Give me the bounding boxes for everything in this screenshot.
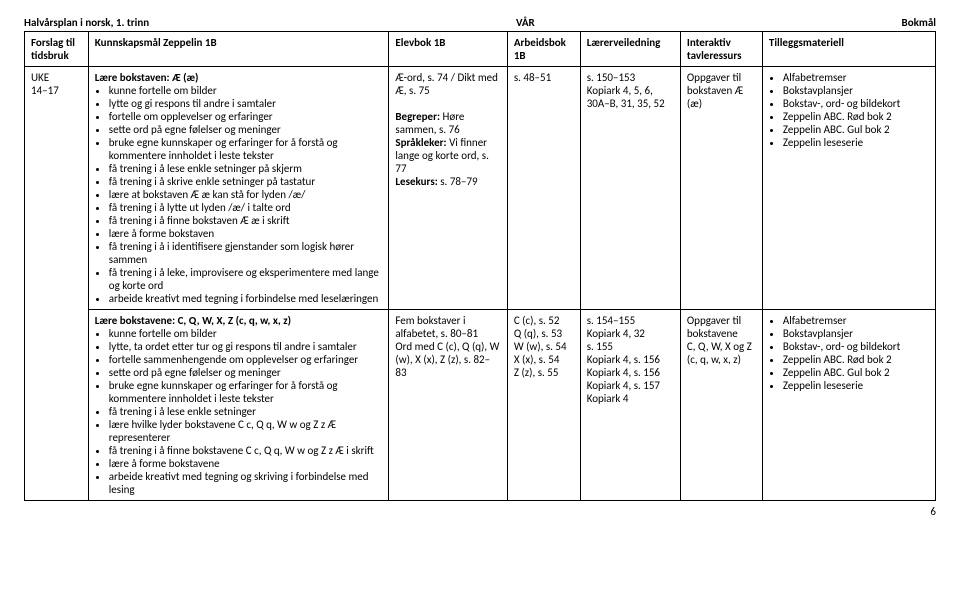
- lv-2-l5: Kopiark 4, s. 156: [587, 366, 674, 379]
- list-item: kunne fortelle om bilder: [109, 327, 383, 340]
- tillegg-2-list: Alfabetremser Bokstavplansjer Bokstav-, …: [783, 314, 929, 392]
- list-item: Zeppelin leseserie: [783, 136, 929, 149]
- list-item: arbeide kreativt med tegning i forbindel…: [109, 292, 383, 305]
- bullets-2: kunne fortelle om bilder lytte, ta ordet…: [109, 327, 383, 496]
- bullets-1: kunne fortelle om bilder lytte og gi res…: [109, 84, 383, 305]
- cell-tavle-1: Oppgaver til bokstaven Æ (æ): [680, 67, 762, 310]
- cell-tavle-2: Oppgaver til bokstavene C, Q, W, X og Z …: [680, 310, 762, 501]
- list-item: sette ord på egne følelser og meninger: [109, 366, 383, 379]
- list-item: få trening i å finne bokstavene C c, Q q…: [109, 444, 383, 457]
- doc-header: Halvårsplan i norsk, 1. trinn VÅR Bokmål: [24, 16, 936, 29]
- list-item: lære å forme bokstaven: [109, 227, 383, 240]
- list-item: kunne fortelle om bilder: [109, 84, 383, 97]
- list-item: få trening i å lese enkle setninger på s…: [109, 162, 383, 175]
- list-item: bruke egne kunnskaper og erfaringer for …: [109, 136, 383, 162]
- tavle-2-l2: C, Q, W, X og Z (c, q, w, x, z): [687, 340, 756, 366]
- lv-1-l2: Kopiark 4, 5, 6, 30A–B, 31, 35, 52: [587, 84, 674, 110]
- th-kunnskap: Kunnskapsmål Zeppelin 1B: [88, 32, 389, 67]
- list-item: Zeppelin ABC. Gul bok 2: [783, 366, 929, 379]
- cell-lv-2: s. 154–155 Kopiark 4, 32 s. 155 Kopiark …: [580, 310, 680, 501]
- ab-2-l1: C (c), s. 52: [514, 314, 574, 327]
- arbeidsbok-1: s. 48–51: [514, 71, 574, 84]
- ab-2-l3: W (w), s. 54: [514, 340, 574, 353]
- list-item: få trening i å lese enkle setninger: [109, 405, 383, 418]
- cell-tillegg-2: Alfabetremser Bokstavplansjer Bokstav-, …: [762, 310, 935, 501]
- list-item: Zeppelin ABC. Gul bok 2: [783, 123, 929, 136]
- th-elevbok: Elevbok 1B: [389, 32, 507, 67]
- list-item: få trening i å lytte ut lyden /æ/ i talt…: [109, 201, 383, 214]
- list-item: bruke egne kunnskaper og erfaringer for …: [109, 379, 383, 405]
- list-item: Zeppelin ABC. Rød bok 2: [783, 353, 929, 366]
- cell-arbeidsbok-1: s. 48–51: [507, 67, 580, 310]
- elevbok-1-l1: Æ-ord, s. 74 / Dikt med Æ, s. 75: [395, 71, 500, 97]
- page-number: 6: [24, 505, 936, 518]
- list-item: lytte, ta ordet etter tur og gi respons …: [109, 340, 383, 353]
- list-item: få trening i å leke, improvisere og eksp…: [109, 266, 383, 292]
- th-tavle: Interaktiv tavleressurs: [680, 32, 762, 67]
- th-tillegg: Tilleggsmateriell: [762, 32, 935, 67]
- elevbok-2-l1: Fem bokstaver i alfabetet, s. 80–81: [395, 314, 500, 340]
- list-item: Zeppelin leseserie: [783, 379, 929, 392]
- list-item: få trening i å finne bokstaven Æ æ i skr…: [109, 214, 383, 227]
- uke-label: UKE: [31, 71, 82, 84]
- th-arbeidsbok: Arbeidsbok 1B: [507, 32, 580, 67]
- ab-2-l2: Q (q), s. 53: [514, 327, 574, 340]
- th-tidsbruk: Forslag til tidsbruk: [25, 32, 89, 67]
- list-item: fortelle om opplevelser og erfaringer: [109, 110, 383, 123]
- table-row: UKE 14–17 Lære bokstaven: Æ (æ) kunne fo…: [25, 67, 936, 310]
- cell-lv-1: s. 150–153 Kopiark 4, 5, 6, 30A–B, 31, 3…: [580, 67, 680, 310]
- list-item: lære at bokstaven Æ æ kan stå for lyden …: [109, 188, 383, 201]
- list-item: Zeppelin ABC. Rød bok 2: [783, 110, 929, 123]
- doc-header-left: Halvårsplan i norsk, 1. trinn: [24, 16, 149, 29]
- cell-elevbok-1: Æ-ord, s. 74 / Dikt med Æ, s. 75 Begrepe…: [389, 67, 507, 310]
- lv-1-l1: s. 150–153: [587, 71, 674, 84]
- elevbok-1-l4a: Lesekurs:: [395, 175, 437, 188]
- list-item: Alfabetremser: [783, 314, 929, 327]
- elevbok-1-l2a: Begreper:: [395, 110, 440, 123]
- cell-kunnskap-1: Lære bokstaven: Æ (æ) kunne fortelle om …: [88, 67, 389, 310]
- lv-2-l3: s. 155: [587, 340, 674, 353]
- elevbok-2-l2: Ord med C (c), Q (q), W (w), X (x), Z (z…: [395, 340, 500, 379]
- elevbok-1-l4b: s. 78–79: [438, 175, 478, 188]
- tillegg-1-list: Alfabetremser Bokstavplansjer Bokstav-, …: [783, 71, 929, 149]
- lv-2-l4: Kopiark 4, s. 156: [587, 353, 674, 366]
- curriculum-table: Forslag til tidsbruk Kunnskapsmål Zeppel…: [24, 31, 936, 501]
- list-item: få trening i å i identifisere gjenstande…: [109, 240, 383, 266]
- cell-uke: UKE 14–17: [25, 67, 89, 501]
- doc-header-right: Bokmål: [902, 16, 936, 29]
- list-item: lære å forme bokstavene: [109, 457, 383, 470]
- table-row: Lære bokstavene: C, Q, W, X, Z (c, q, w,…: [25, 310, 936, 501]
- uke-range: 14–17: [31, 84, 82, 97]
- list-item: Bokstav-, ord- og bildekort: [783, 340, 929, 353]
- cell-kunnskap-2: Lære bokstavene: C, Q, W, X, Z (c, q, w,…: [88, 310, 389, 501]
- list-item: Bokstavplansjer: [783, 327, 929, 340]
- tavle-1-l1: Oppgaver til bokstaven Æ (æ): [687, 71, 756, 110]
- cell-elevbok-2: Fem bokstaver i alfabetet, s. 80–81 Ord …: [389, 310, 507, 501]
- list-item: fortelle sammenhengende om opplevelser o…: [109, 353, 383, 366]
- ab-2-l4: X (x), s. 54: [514, 353, 574, 366]
- cell-tillegg-1: Alfabetremser Bokstavplansjer Bokstav-, …: [762, 67, 935, 310]
- table-header-row: Forslag til tidsbruk Kunnskapsmål Zeppel…: [25, 32, 936, 67]
- elevbok-1-l3a: Språkleker:: [395, 136, 446, 149]
- lv-2-l7: Kopiark 4: [587, 392, 674, 405]
- list-item: sette ord på egne følelser og meninger: [109, 123, 383, 136]
- list-item: lytte og gi respons til andre i samtaler: [109, 97, 383, 110]
- th-laererveiledning: Lærerveiledning: [580, 32, 680, 67]
- list-item: Bokstav-, ord- og bildekort: [783, 97, 929, 110]
- lead-2: Lære bokstavene: C, Q, W, X, Z (c, q, w,…: [95, 314, 383, 327]
- tavle-2-l1: Oppgaver til bokstavene: [687, 314, 756, 340]
- lv-2-l6: Kopiark 4, s. 157: [587, 379, 674, 392]
- list-item: få trening i å skrive enkle setninger på…: [109, 175, 383, 188]
- lv-2-l1: s. 154–155: [587, 314, 674, 327]
- ab-2-l5: Z (z), s. 55: [514, 366, 574, 379]
- list-item: Alfabetremser: [783, 71, 929, 84]
- list-item: lære hvilke lyder bokstavene C c, Q q, W…: [109, 418, 383, 444]
- cell-arbeidsbok-2: C (c), s. 52 Q (q), s. 53 W (w), s. 54 X…: [507, 310, 580, 501]
- lv-2-l2: Kopiark 4, 32: [587, 327, 674, 340]
- list-item: arbeide kreativt med tegning og skriving…: [109, 470, 383, 496]
- doc-header-center: VÅR: [516, 16, 535, 29]
- lead-1: Lære bokstaven: Æ (æ): [95, 71, 383, 84]
- list-item: Bokstavplansjer: [783, 84, 929, 97]
